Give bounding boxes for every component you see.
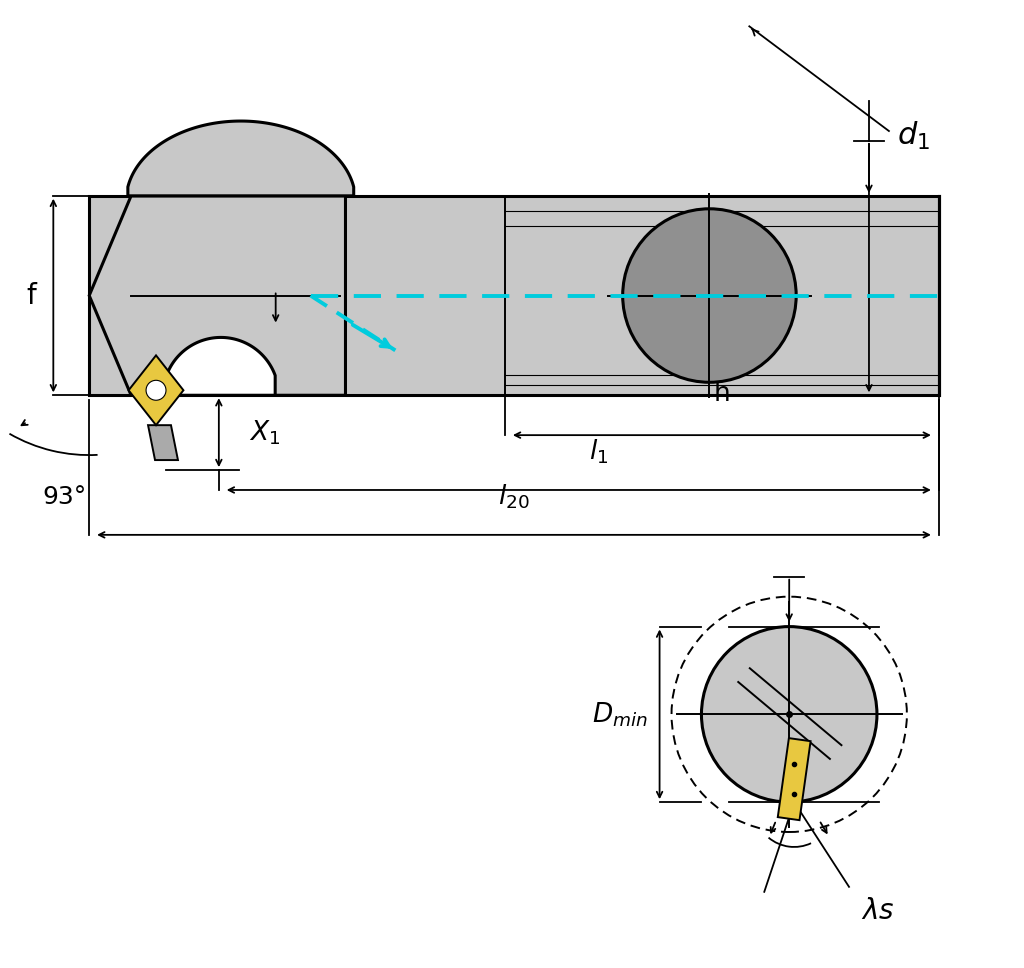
Text: $d_1$: $d_1$ [897,120,930,152]
Circle shape [701,626,877,802]
Polygon shape [148,425,178,460]
Polygon shape [778,739,811,820]
Text: $X_1$: $X_1$ [249,418,280,447]
Text: $l_1$: $l_1$ [589,438,608,466]
Circle shape [146,380,166,400]
Polygon shape [89,196,345,395]
Text: f: f [27,282,36,310]
Polygon shape [128,121,353,196]
Text: 93°: 93° [42,485,86,509]
Polygon shape [167,338,275,395]
Text: $D_{min}$: $D_{min}$ [592,700,647,729]
Text: h: h [714,381,730,408]
Text: $l_{20}$: $l_{20}$ [499,482,529,511]
Polygon shape [129,355,183,425]
Circle shape [623,209,797,382]
Text: $\lambda s$: $\lambda s$ [861,896,895,924]
Polygon shape [89,196,939,395]
